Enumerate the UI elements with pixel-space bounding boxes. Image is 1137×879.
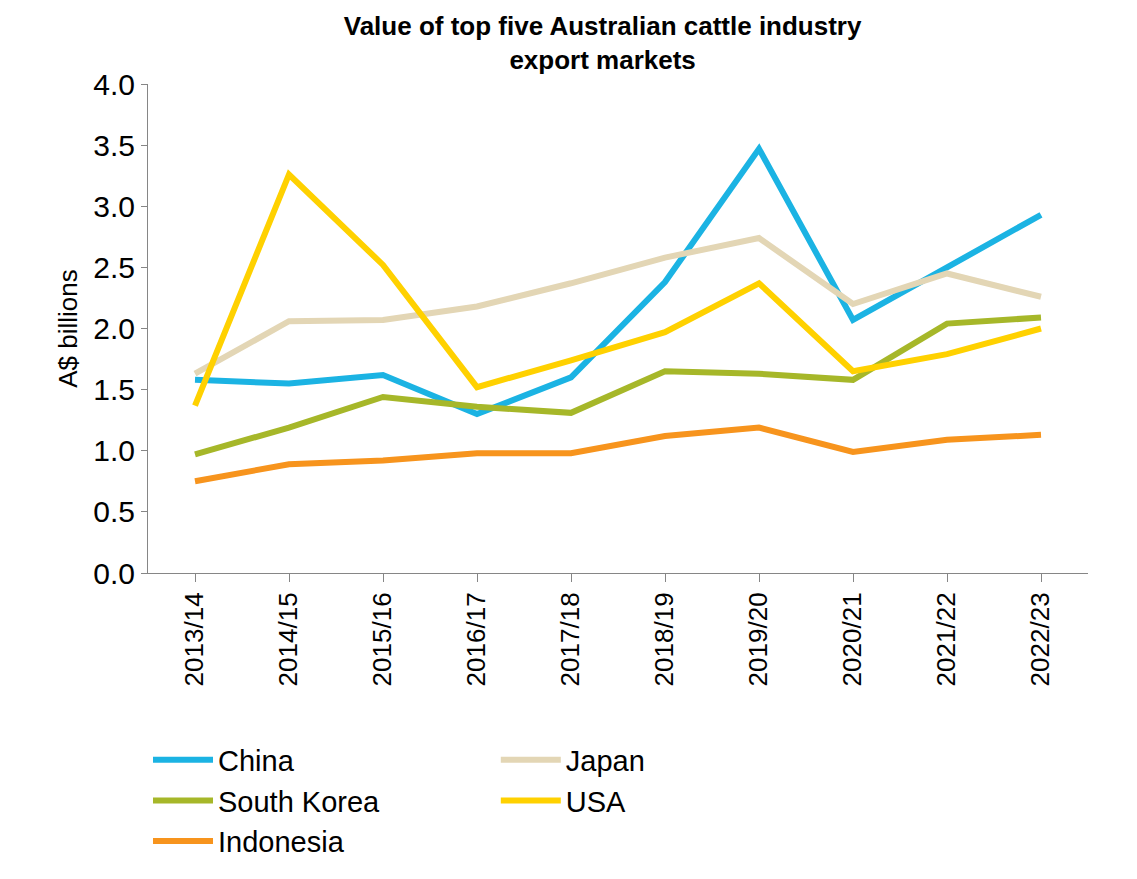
svg-text:1.0: 1.0: [93, 434, 135, 467]
svg-text:2017/18: 2017/18: [555, 592, 585, 686]
svg-text:Value of top five Australian c: Value of top five Australian cattle indu…: [344, 11, 862, 75]
svg-text:China: China: [218, 745, 295, 777]
svg-text:4.0: 4.0: [93, 68, 135, 101]
svg-text:0.5: 0.5: [93, 495, 135, 528]
svg-text:2016/17: 2016/17: [461, 592, 491, 686]
svg-text:2022/23: 2022/23: [1025, 592, 1055, 686]
svg-text:2.0: 2.0: [93, 312, 135, 345]
svg-text:2.5: 2.5: [93, 251, 135, 284]
svg-text:0.0: 0.0: [93, 557, 135, 590]
svg-text:2019/20: 2019/20: [743, 592, 773, 686]
svg-text:3.5: 3.5: [93, 129, 135, 162]
svg-text:South Korea: South Korea: [218, 786, 380, 818]
svg-text:2020/21: 2020/21: [837, 592, 867, 686]
svg-text:1.5: 1.5: [93, 373, 135, 406]
svg-text:Indonesia: Indonesia: [218, 826, 345, 858]
svg-text:2014/15: 2014/15: [273, 592, 303, 686]
svg-text:USA: USA: [566, 786, 626, 818]
svg-text:3.0: 3.0: [93, 190, 135, 223]
svg-text:2018/19: 2018/19: [649, 592, 679, 686]
svg-text:2015/16: 2015/16: [367, 592, 397, 686]
svg-text:A$ billions: A$ billions: [53, 269, 83, 388]
svg-text:2021/22: 2021/22: [931, 592, 961, 686]
svg-text:Japan: Japan: [566, 745, 645, 777]
svg-text:2013/14: 2013/14: [179, 592, 209, 686]
